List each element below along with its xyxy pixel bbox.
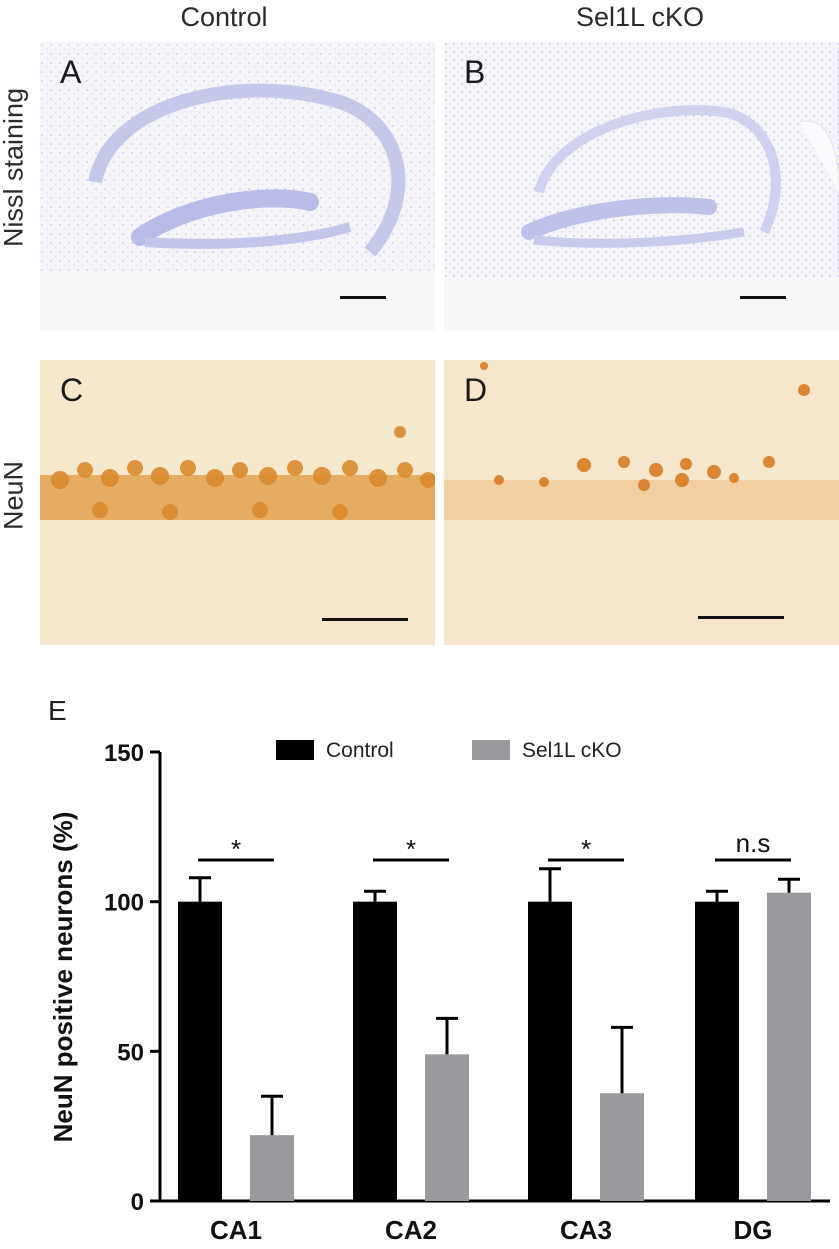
hippocampus-image-a [40,42,435,330]
bar-CA2-sel1l-cko [425,1054,469,1201]
row-title-neun: NeuN [0,460,29,531]
panel-letter-c: C [60,372,84,408]
y-tick-label-0: 0 [131,1189,144,1216]
panel-letter-b: B [464,54,486,90]
bar-CA2-control [353,901,397,1201]
chart-legend: Control Sel1L cKO [276,739,622,762]
x-tick-label-CA2: CA2 [385,1215,437,1245]
y-tick-label-150: 150 [104,740,144,767]
scale-bar-b [740,296,786,299]
panel-a-nissl-control: A [40,42,435,330]
significance-label-CA3: * [581,834,591,864]
significance-label-CA1: * [231,834,241,864]
neun-image-d [444,360,839,645]
legend-label-1: Sel1L cKO [522,739,622,762]
significance-label-DG: n.s [736,828,771,858]
bar-CA3-control [528,901,572,1201]
legend-swatch-0 [276,740,314,760]
scale-bar-c [322,618,408,621]
bar-CA1-control [178,901,222,1201]
column-title-sel1l-cko: Sel1L cKO [575,2,705,32]
panel-d-neun-cko: D [444,360,839,645]
panel-b-nissl-cko: B [444,42,839,330]
y-tick-label-50: 50 [117,1039,144,1066]
significance-label-CA2: * [406,834,416,864]
y-axis-label: NeuN positive neurons (%) [48,812,78,1143]
x-tick-label-CA3: CA3 [560,1215,612,1245]
bar-CA1-sel1l-cko [250,1135,294,1201]
scale-bar-d [698,616,784,619]
legend-swatch-1 [472,740,510,760]
neun-image-c [40,360,435,645]
hippocampus-image-b [444,42,839,330]
chart-bars: * * * n.s [178,828,811,1201]
bar-DG-control [695,901,739,1201]
legend-label-0: Control [326,739,394,762]
scale-bar-a [340,296,386,299]
bar-CA3-sel1l-cko [600,1093,644,1201]
x-tick-label-CA1: CA1 [210,1215,262,1245]
bar-DG-sel1l-cko [767,892,811,1201]
panel-letter-a: A [60,54,82,90]
column-title-control: Control [180,2,268,32]
y-tick-label-100: 100 [104,890,144,917]
panel-c-neun-control: C [40,360,435,645]
panel-letter-d: D [464,372,488,408]
row-title-nissl: Nissl staining [0,87,29,248]
panel-letter-e: E [48,695,67,726]
x-tick-label-DG: DG [734,1215,773,1245]
